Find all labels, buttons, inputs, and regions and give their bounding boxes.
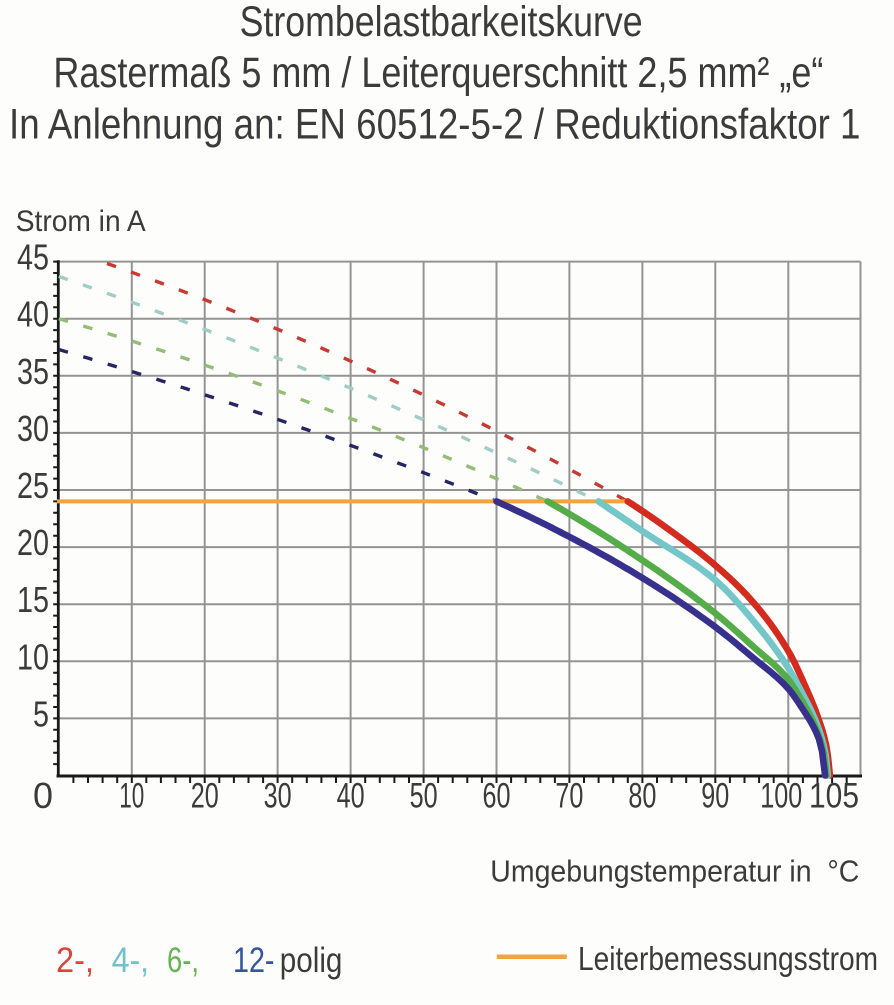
svg-text:50: 50 xyxy=(410,777,438,816)
svg-text:105: 105 xyxy=(809,777,859,816)
svg-text:40: 40 xyxy=(17,294,49,335)
svg-text:4-,: 4-, xyxy=(112,941,150,980)
svg-text:45: 45 xyxy=(17,237,49,278)
svg-text:70: 70 xyxy=(555,777,583,816)
svg-text:0: 0 xyxy=(33,775,53,816)
svg-text:10: 10 xyxy=(119,777,144,816)
svg-text:90: 90 xyxy=(701,777,729,816)
svg-text:25: 25 xyxy=(17,465,49,506)
svg-text:Strom in A: Strom in A xyxy=(16,205,146,238)
svg-text:30: 30 xyxy=(17,408,49,449)
svg-text:Rastermaß 5 mm / Leiterquersch: Rastermaß 5 mm / Leiterquerschnitt 2,5 m… xyxy=(53,49,823,97)
svg-text:20: 20 xyxy=(191,777,219,816)
svg-text:In Anlehnung an: EN 60512-5-2: In Anlehnung an: EN 60512-5-2 / Reduktio… xyxy=(9,101,861,149)
svg-text:15: 15 xyxy=(17,579,49,620)
svg-text:100: 100 xyxy=(760,777,802,816)
svg-text:Umgebungstemperatur in °C: Umgebungstemperatur in °C xyxy=(490,854,859,889)
svg-text:80: 80 xyxy=(628,777,656,816)
svg-text:60: 60 xyxy=(483,777,511,816)
svg-text:6-,: 6-, xyxy=(167,941,199,980)
svg-text:polig: polig xyxy=(280,941,343,980)
svg-text:35: 35 xyxy=(17,351,49,392)
svg-text:20: 20 xyxy=(17,522,49,563)
svg-text:Strombelastbarkeitskurve: Strombelastbarkeitskurve xyxy=(240,0,643,46)
svg-text:40: 40 xyxy=(337,777,365,816)
svg-text:2-,: 2-, xyxy=(56,941,94,980)
svg-text:Leiterbemessungsstrom: Leiterbemessungsstrom xyxy=(578,940,878,977)
svg-text:5: 5 xyxy=(33,693,49,734)
svg-text:30: 30 xyxy=(264,777,292,816)
svg-text:10: 10 xyxy=(17,636,49,677)
svg-text:12-: 12- xyxy=(233,941,275,980)
